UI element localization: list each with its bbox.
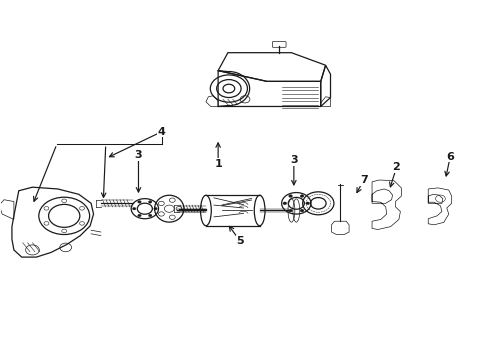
Circle shape — [148, 201, 152, 203]
Text: 3: 3 — [135, 150, 142, 160]
Text: 4: 4 — [158, 127, 166, 136]
Circle shape — [300, 209, 304, 212]
Circle shape — [154, 207, 157, 210]
Text: 1: 1 — [214, 159, 222, 169]
Text: 4: 4 — [158, 127, 166, 136]
Circle shape — [289, 209, 293, 212]
Circle shape — [138, 201, 141, 203]
Circle shape — [289, 195, 293, 197]
Text: 3: 3 — [290, 155, 297, 165]
Circle shape — [148, 214, 152, 217]
Circle shape — [138, 214, 141, 217]
Circle shape — [283, 202, 287, 205]
Circle shape — [132, 207, 136, 210]
Text: 7: 7 — [360, 175, 368, 185]
Circle shape — [300, 195, 304, 197]
Text: 6: 6 — [446, 152, 454, 162]
Text: 2: 2 — [392, 162, 400, 172]
Text: 5: 5 — [236, 236, 244, 246]
Circle shape — [306, 202, 310, 205]
